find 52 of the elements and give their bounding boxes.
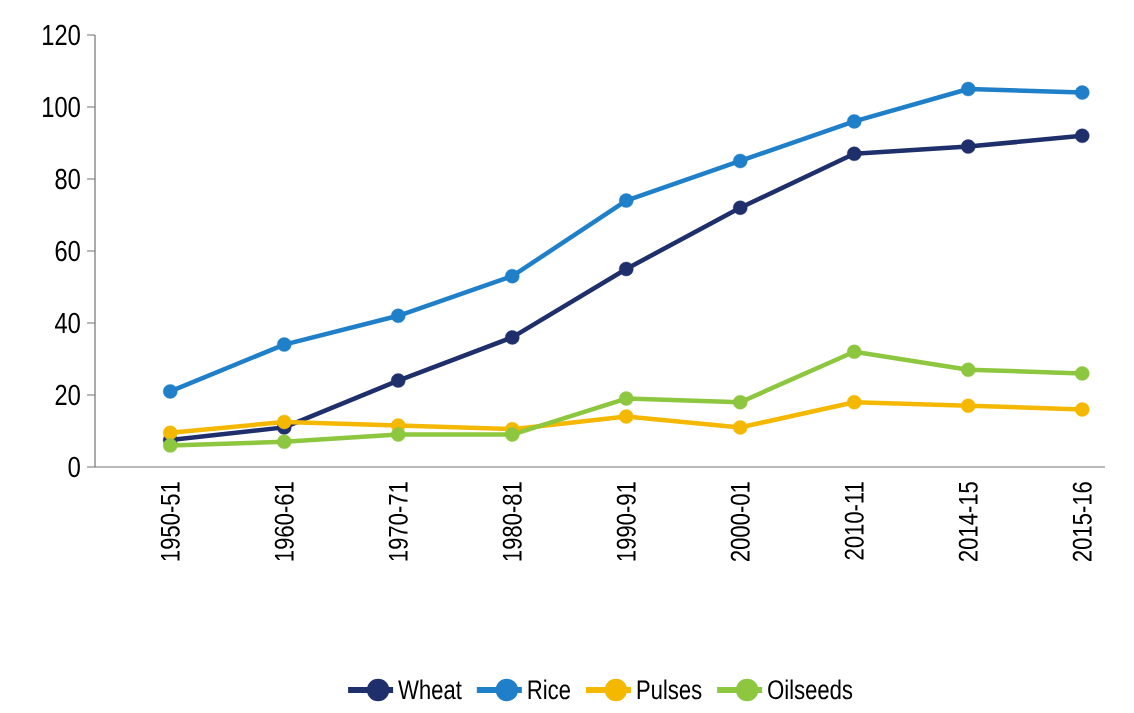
y-tick-label: 40 bbox=[55, 312, 80, 334]
point bbox=[619, 193, 634, 208]
point bbox=[733, 420, 748, 435]
x-tick-label: 1990-91 bbox=[616, 482, 636, 561]
point bbox=[391, 373, 406, 388]
point bbox=[277, 434, 292, 449]
point bbox=[733, 394, 748, 410]
x-tick-label: 2015-16 bbox=[1072, 482, 1092, 562]
legend-label: Pulses bbox=[637, 679, 702, 700]
y-tick-label: 0 bbox=[68, 456, 80, 478]
point bbox=[619, 261, 634, 277]
point bbox=[847, 114, 862, 129]
x-tick-label: 1980-81 bbox=[502, 482, 522, 561]
point bbox=[391, 427, 406, 442]
point bbox=[961, 81, 976, 97]
point bbox=[505, 268, 520, 284]
point bbox=[847, 146, 862, 161]
point bbox=[733, 153, 748, 169]
y-tick-label: 80 bbox=[55, 168, 80, 190]
point bbox=[961, 362, 976, 377]
point bbox=[277, 414, 292, 430]
point bbox=[961, 139, 976, 154]
legend-label: Oilseeds bbox=[768, 679, 853, 700]
legend-label: Rice bbox=[528, 679, 570, 700]
point bbox=[391, 308, 406, 323]
point bbox=[619, 391, 634, 406]
point bbox=[1075, 366, 1090, 381]
point bbox=[163, 438, 178, 453]
x-tick-label: 2014-15 bbox=[958, 482, 978, 562]
y-tick-label: 100 bbox=[43, 96, 80, 118]
point bbox=[163, 425, 178, 440]
point bbox=[163, 384, 178, 399]
point bbox=[505, 330, 520, 345]
y-tick-label: 20 bbox=[55, 384, 80, 406]
x-tick-label: 2000-01 bbox=[730, 482, 750, 562]
x-tick-label: 1960-61 bbox=[274, 482, 294, 561]
legend-label: Wheat bbox=[398, 679, 462, 700]
point bbox=[961, 398, 976, 413]
point bbox=[619, 409, 634, 424]
x-tick-label: 2010-11 bbox=[844, 482, 864, 560]
point bbox=[505, 427, 520, 442]
point bbox=[277, 337, 292, 352]
y-tick-label: 60 bbox=[55, 240, 80, 262]
y-tick-label: 120 bbox=[43, 24, 80, 46]
point bbox=[1075, 128, 1090, 143]
x-tick-label: 1950-51 bbox=[160, 482, 180, 561]
point bbox=[847, 344, 862, 359]
point bbox=[733, 200, 748, 215]
point bbox=[847, 394, 862, 410]
x-tick-label: 1970-71 bbox=[388, 482, 408, 561]
point bbox=[1075, 402, 1090, 417]
point bbox=[1075, 85, 1090, 100]
